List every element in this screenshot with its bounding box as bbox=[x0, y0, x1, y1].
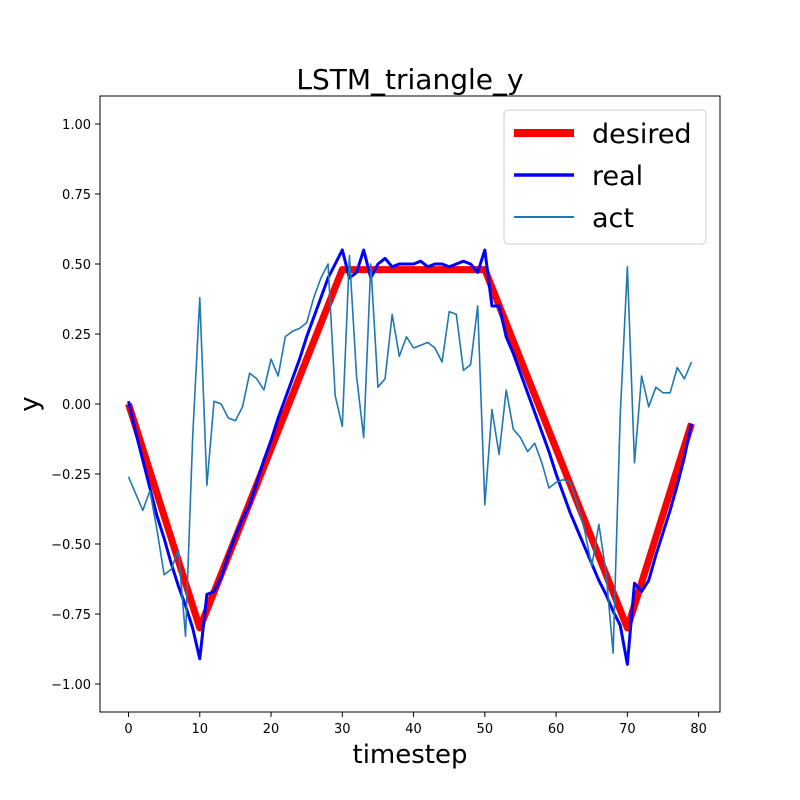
x-tick-label: 0 bbox=[124, 722, 132, 737]
axis-ticks: 0 10 20 30 40 50 60 70 80 −1.00 −0.75 −0.50 −0.25 0.0… bbox=[51, 118, 707, 737]
y-tick-label: −1.00 bbox=[51, 678, 91, 693]
x-tick-label: 50 bbox=[477, 722, 494, 737]
chart-title: LSTM_triangle_y bbox=[296, 63, 523, 96]
x-tick-label: 40 bbox=[405, 722, 422, 737]
x-tick-label: 20 bbox=[263, 722, 280, 737]
x-tick-label: 10 bbox=[191, 722, 208, 737]
plot-frame bbox=[99, 95, 721, 713]
y-axis-label: y bbox=[15, 396, 45, 411]
y-tick-label: 0.00 bbox=[62, 398, 91, 413]
legend-label-desired: desired bbox=[592, 119, 692, 150]
series-layer bbox=[125, 248, 695, 666]
x-tick-label: 80 bbox=[690, 722, 707, 737]
y-tick-label: −0.75 bbox=[51, 608, 91, 623]
series-line-act bbox=[127, 254, 693, 655]
y-tick-label: 0.75 bbox=[62, 188, 91, 203]
legend: desired real act bbox=[503, 109, 707, 245]
x-axis-label: timestep bbox=[353, 740, 468, 770]
y-tick-label: −0.50 bbox=[51, 538, 91, 553]
x-tick-label: 30 bbox=[334, 722, 351, 737]
x-tick-label: 70 bbox=[619, 722, 636, 737]
y-tick-label: −0.25 bbox=[51, 468, 91, 483]
legend-label-act: act bbox=[592, 203, 634, 234]
y-tick-label: 0.25 bbox=[62, 328, 91, 343]
y-tick-label: 1.00 bbox=[62, 118, 91, 133]
legend-label-real: real bbox=[592, 161, 643, 192]
x-tick-label: 60 bbox=[548, 722, 565, 737]
series-line-real bbox=[127, 248, 693, 666]
legend-box bbox=[503, 109, 707, 245]
series-line-desired bbox=[125, 266, 695, 632]
y-tick-label: 0.50 bbox=[62, 258, 91, 273]
